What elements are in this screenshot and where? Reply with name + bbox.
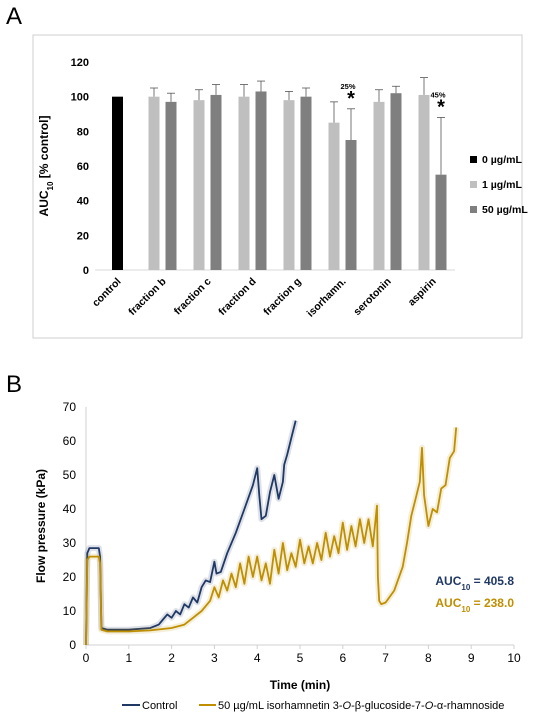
bar-fraction-g-1-g-ml xyxy=(283,100,295,270)
category-label-isorhamn: isorhamn. xyxy=(305,276,349,320)
category-label-fraction-g: fraction g xyxy=(261,276,303,318)
y-tick-label-b: 60 xyxy=(63,434,77,448)
bar-control-0-g-ml xyxy=(112,96,123,271)
bar-aspirin-1-g-ml xyxy=(418,94,430,270)
y-tick-label-a: 60 xyxy=(77,161,89,173)
y-tick-label-a: 80 xyxy=(77,126,89,138)
legend-label-50-g-ml: 50 µg/mL xyxy=(482,204,528,216)
y-tick-label-a: 0 xyxy=(83,265,89,277)
series-line-control xyxy=(85,420,297,646)
x-tick-label-b: 10 xyxy=(507,651,521,665)
x-tick-label-b: 3 xyxy=(211,651,218,665)
percent-annotation: 45% xyxy=(430,90,445,99)
bar-serotonin-50-g-ml xyxy=(390,93,402,270)
x-tick-label-b: 4 xyxy=(254,651,261,665)
bar-fraction-d-1-g-ml xyxy=(238,96,250,271)
y-tick-label-b: 40 xyxy=(63,502,77,516)
x-tick-label-b: 1 xyxy=(125,651,132,665)
y-tick-label-b: 0 xyxy=(69,638,76,652)
bar-fraction-c-50-g-ml xyxy=(210,94,222,270)
percent-annotation: 25% xyxy=(340,82,355,91)
bar-fraction-b-50-g-ml xyxy=(165,101,177,270)
category-label-control: control xyxy=(90,276,124,310)
x-axis-title-b: Time (min) xyxy=(270,678,330,692)
series-halo-50-g-ml-isorhamnetin-3-o-glucoside-7-o-rhamnoside xyxy=(83,427,460,646)
legend-label-treated: 50 µg/mL isorhamnetin 3-O-β-glucoside-7-… xyxy=(218,700,504,712)
significance-star: * xyxy=(347,88,355,110)
auc-annotation-control: AUC10 = 405.8 xyxy=(435,574,514,592)
y-tick-label-b: 20 xyxy=(63,570,77,584)
y-tick-label-a: 120 xyxy=(71,57,89,69)
legend-swatch-0-g-ml xyxy=(470,156,477,163)
y-tick-label-b: 50 xyxy=(63,468,77,482)
category-label-fraction-d: fraction d xyxy=(216,276,258,318)
x-tick-label-b: 0 xyxy=(83,651,90,665)
x-tick-label-b: 9 xyxy=(468,651,475,665)
bar-fraction-g-50-g-ml xyxy=(300,96,312,271)
y-tick-label-b: 30 xyxy=(63,536,77,550)
category-label-aspirin: aspirin xyxy=(406,276,439,309)
panel-label-a: A xyxy=(6,3,22,30)
x-tick-label-b: 7 xyxy=(382,651,389,665)
y-tick-label-b: 70 xyxy=(63,400,77,414)
y-tick-label-b: 10 xyxy=(63,604,77,618)
bar-isorhamn-50-g-ml xyxy=(345,140,357,270)
chart-a-border xyxy=(32,34,523,339)
bar-fraction-c-1-g-ml xyxy=(193,100,205,270)
y-axis-title-a: AUC10 [% control] xyxy=(37,116,55,217)
legend-label-1-g-ml: 1 µg/mL xyxy=(482,179,522,191)
legend-label-control: Control xyxy=(142,700,177,712)
category-label-fraction-b: fraction b xyxy=(126,276,168,318)
x-tick-label-b: 8 xyxy=(425,651,432,665)
panel-label-b: B xyxy=(6,371,22,398)
chart-b: 0 10 20 30 40 50 60 70 0 1 2 3 4 5 6 7 8 9 10 Time (min) Flo… xyxy=(34,400,521,712)
y-tick-label-a: 20 xyxy=(77,230,89,242)
y-axis-title-b: Flow pressure (kPa) xyxy=(34,469,48,583)
category-label-serotonin: serotonin xyxy=(351,276,393,318)
x-tick-label-b: 2 xyxy=(168,651,175,665)
series-line-50-g-ml-isorhamnetin-3-o-glucoside-7-o-rhamnoside xyxy=(85,427,458,646)
bar-aspirin-50-g-ml xyxy=(435,174,447,270)
bar-fraction-b-1-g-ml xyxy=(148,96,160,271)
auc-annotation-50-g-ml-isorhamnetin-3-o-glucoside-7-o-rhamnoside: AUC10 = 238.0 xyxy=(435,596,514,614)
bar-isorhamn-1-g-ml xyxy=(328,122,340,271)
series-halo-control xyxy=(83,419,299,646)
y-tick-label-a: 100 xyxy=(71,92,89,104)
x-tick-label-b: 5 xyxy=(297,651,304,665)
bar-serotonin-1-g-ml xyxy=(373,101,385,270)
legend-swatch-50-g-ml xyxy=(470,206,477,213)
bar-fraction-d-50-g-ml xyxy=(255,91,267,270)
legend-label-0-g-ml: 0 µg/mL xyxy=(482,154,522,166)
category-label-fraction-c: fraction c xyxy=(172,276,214,318)
legend-swatch-1-g-ml xyxy=(470,181,477,188)
y-tick-label-a: 40 xyxy=(77,196,89,208)
x-tick-label-b: 6 xyxy=(339,651,346,665)
significance-star: * xyxy=(437,96,445,118)
